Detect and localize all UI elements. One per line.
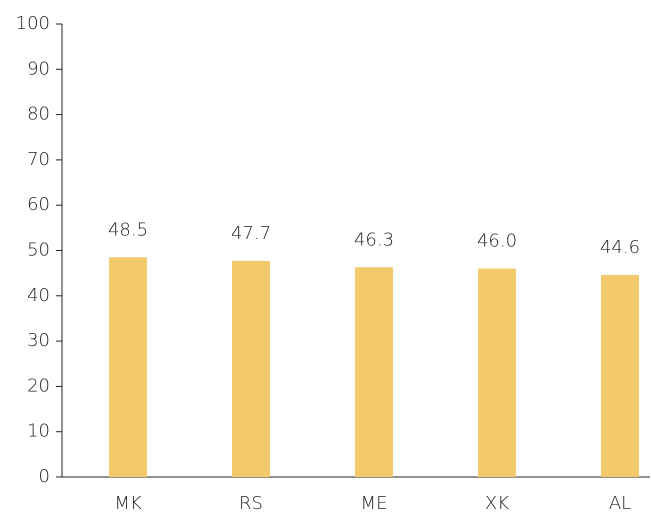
x-tick-label: MK bbox=[114, 493, 142, 514]
value-label: 46.0 bbox=[477, 231, 517, 252]
y-tick-label: 50 bbox=[27, 240, 50, 261]
y-tick-label: 90 bbox=[27, 58, 50, 79]
y-tick-label: 60 bbox=[27, 194, 50, 215]
x-tick-label: XK bbox=[485, 493, 509, 514]
value-label: 46.3 bbox=[354, 229, 394, 250]
y-tick-label: 80 bbox=[27, 104, 50, 125]
value-label: 44.6 bbox=[600, 237, 640, 258]
bar bbox=[109, 257, 147, 477]
x-tick-label: AL bbox=[609, 493, 631, 514]
value-label: 48.5 bbox=[108, 219, 148, 240]
bar bbox=[232, 260, 270, 477]
value-label: 47.7 bbox=[231, 223, 271, 244]
y-tick-label: 20 bbox=[27, 375, 50, 396]
bar bbox=[601, 274, 639, 477]
y-tick-label: 70 bbox=[27, 149, 50, 170]
y-tick-label: 40 bbox=[27, 285, 50, 306]
bar bbox=[478, 268, 516, 477]
y-tick-label: 100 bbox=[16, 13, 50, 34]
x-tick-label: ME bbox=[361, 493, 388, 514]
y-tick-label: 0 bbox=[39, 466, 50, 487]
y-tick-label: 10 bbox=[27, 421, 50, 442]
y-tick-label: 30 bbox=[27, 330, 50, 351]
x-tick-label: RS bbox=[239, 493, 263, 514]
bar bbox=[355, 267, 393, 477]
